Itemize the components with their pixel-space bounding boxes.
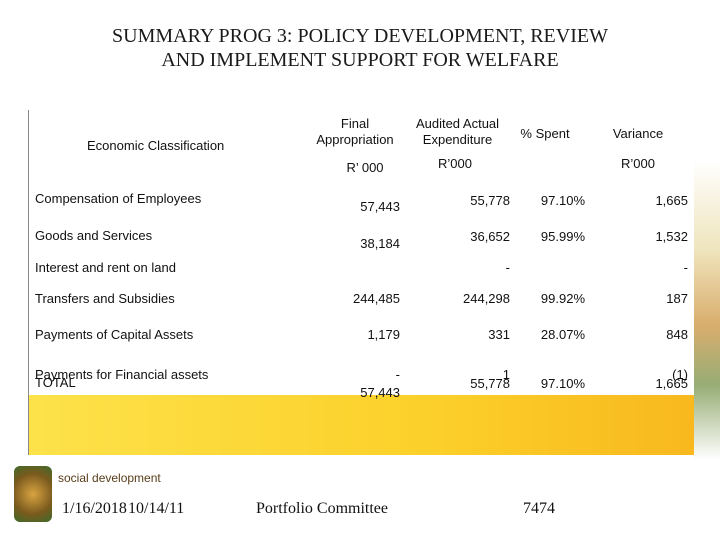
column-header: Audited Actual [415, 116, 500, 131]
cell: (1) [672, 367, 688, 382]
cell: 57,443 [360, 199, 400, 214]
cell: - [395, 367, 400, 382]
cell: 55,778 [470, 376, 510, 391]
cell: 331 [488, 327, 510, 342]
table-border [28, 110, 29, 455]
column-unit: R’000 [438, 156, 472, 171]
column-unit: R’ 000 [346, 160, 384, 175]
cell: 1,179 [367, 327, 400, 342]
cell: 38,184 [360, 236, 400, 251]
cell: 1,665 [655, 376, 688, 391]
logo-text: social development [58, 471, 161, 485]
footer-page: 7474 [523, 500, 555, 517]
decoration [694, 160, 720, 460]
cell: 36,652 [470, 229, 510, 244]
cell: 187 [666, 291, 688, 306]
slide-title: SUMMARY PROG 3: POLICY DEVELOPMENT, REVI… [0, 24, 720, 72]
row-label: Payments for Financial assets [35, 367, 209, 382]
title-line: SUMMARY PROG 3: POLICY DEVELOPMENT, REVI… [112, 25, 608, 47]
row-label: TOTAL [35, 375, 76, 390]
cell: 1,532 [655, 229, 688, 244]
column-header: % Spent [520, 126, 570, 141]
column-header: Final [340, 116, 370, 131]
logo [14, 466, 52, 522]
cell: 99.92% [540, 291, 585, 306]
footer-text: Portfolio Committee [256, 500, 388, 517]
cell: 848 [666, 327, 688, 342]
cell: 1,665 [655, 193, 688, 208]
cell: - [683, 260, 688, 275]
footer-date: 1/16/2018 [62, 500, 127, 517]
cell: 244,485 [353, 291, 400, 306]
footer-date: 10/14/11 [128, 500, 185, 517]
row-label: Payments of Capital Assets [35, 327, 194, 342]
cell: 97.10% [540, 193, 585, 208]
column-header: Economic Classification [87, 138, 225, 153]
column-unit: R’000 [621, 156, 655, 171]
cell: 57,443 [360, 385, 400, 400]
row-label: Goods and Services [35, 228, 153, 243]
cell: 244,298 [463, 291, 510, 306]
cell: 28.07% [540, 327, 585, 342]
cell: 1 [502, 367, 510, 382]
column-header: Variance [612, 126, 664, 141]
total-highlight [29, 395, 694, 455]
row-label: Transfers and Subsidies [35, 291, 175, 306]
cell: - [505, 260, 510, 275]
row-label: Compensation of Employees [35, 191, 202, 206]
cell: 55,778 [470, 193, 510, 208]
cell: 97.10% [540, 376, 585, 391]
cell: 95.99% [540, 229, 585, 244]
title-line: AND IMPLEMENT SUPPORT FOR WELFARE [161, 49, 559, 71]
row-label: Interest and rent on land [35, 260, 176, 275]
column-header: Appropriation [316, 132, 394, 147]
column-header: Expenditure [422, 132, 493, 147]
